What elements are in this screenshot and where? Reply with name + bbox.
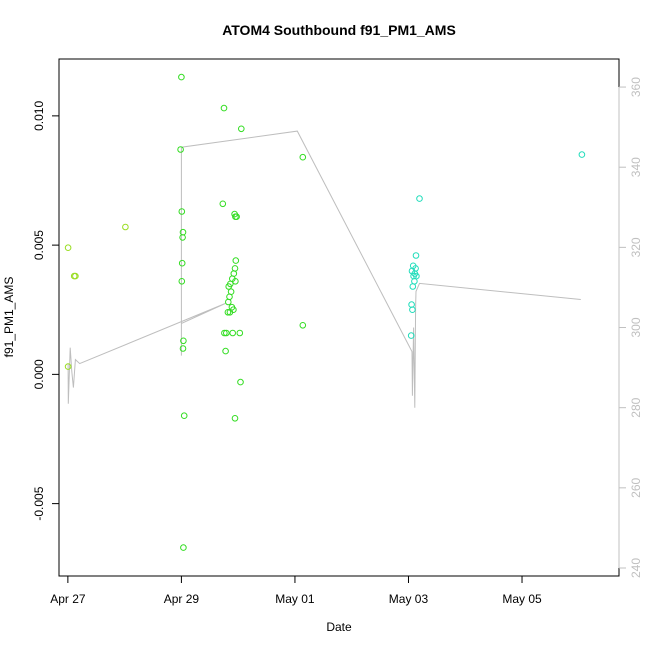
data-point [232,278,239,285]
data-point [72,272,79,280]
y2-tick-label: 320 [629,237,643,257]
data-point [412,252,420,259]
y-tick-label: 0.000 [32,359,46,389]
data-point [416,195,423,202]
y2-tick-label: 360 [629,77,643,97]
data-point [179,345,187,352]
data-point [409,283,417,290]
x-tick-label: Apr 29 [164,592,200,606]
y2-tick-label: 280 [629,397,643,417]
y2-tick-label: 260 [629,477,643,497]
y2-tick-label: 240 [629,558,643,578]
x-tick-label: May 05 [502,592,542,606]
data-point [238,125,245,133]
data-point [299,153,307,161]
data-point [180,544,187,551]
data-point [226,293,233,301]
data-point [237,378,244,386]
data-point [178,278,186,285]
data-point [180,337,187,345]
data-point [178,259,186,267]
y2-tick-label: 300 [629,317,643,337]
data-point [178,208,186,215]
y-axis-label: f91_PM1_AMS [2,277,16,358]
x-tick-label: May 01 [275,592,315,606]
data-point [233,213,240,220]
y-tick-label: 0.005 [32,230,46,260]
data-point [178,73,185,81]
data-point [225,283,232,290]
data-point [225,298,232,306]
data-point [578,151,586,158]
y-tick-label: 0.010 [32,101,46,131]
data-point [224,309,232,316]
data-point [236,329,244,337]
y-tick-label: -0.005 [32,486,46,520]
data-point [219,200,227,208]
data-point [64,363,72,370]
value-trace-layer [67,130,581,408]
data-point [231,265,239,272]
data-point [409,306,416,314]
y-axis-right: 240 260 280 300 320 340 360 [618,77,643,578]
x-tick-label: Apr 27 [50,592,86,606]
value-trace-line [67,130,581,408]
data-point [232,257,240,264]
y-axis-left: -0.005 0.000 0.005 0.010 [32,101,60,521]
x-axis-label: Date [326,620,352,634]
data-point [226,309,234,316]
data-point [122,223,129,231]
x-tick-label: May 03 [389,592,429,606]
data-point [231,415,239,422]
data-point [177,146,184,153]
data-point [64,244,72,251]
data-point [407,332,415,339]
data-point [180,412,188,420]
plot-frame [58,58,620,577]
data-point [223,329,230,337]
y2-tick-label: 340 [629,157,643,177]
scatter-points-layer [64,73,586,551]
data-point [229,329,236,337]
x-axis: Apr 27 Apr 29 May 01 May 03 May 05 [50,575,542,606]
data-point [221,329,228,337]
chart-title: ATOM4 Southbound f91_PM1_AMS [222,22,456,38]
data-point [220,104,228,112]
data-point [299,322,307,329]
data-point [179,234,186,241]
data-point [222,347,229,355]
